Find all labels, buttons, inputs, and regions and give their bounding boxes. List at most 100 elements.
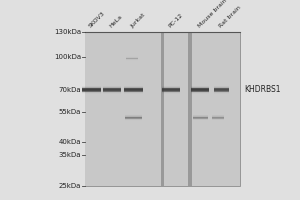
Bar <box>124 88 143 89</box>
Bar <box>212 119 224 120</box>
Bar <box>103 89 122 90</box>
Bar <box>162 85 180 86</box>
Text: 35kDa: 35kDa <box>59 152 81 158</box>
Bar <box>103 91 122 92</box>
Bar <box>124 85 143 86</box>
Bar <box>82 87 101 88</box>
Text: Mouse brain: Mouse brain <box>197 0 228 29</box>
Bar <box>191 85 209 86</box>
Bar <box>82 90 101 91</box>
Bar <box>125 121 142 122</box>
Bar <box>125 113 142 114</box>
Text: 40kDa: 40kDa <box>59 139 81 145</box>
Bar <box>124 86 143 87</box>
Bar <box>103 89 122 90</box>
Bar <box>103 84 122 85</box>
Bar <box>162 89 180 90</box>
Bar <box>212 121 224 122</box>
Bar <box>125 115 142 116</box>
Bar <box>214 90 229 91</box>
Bar <box>82 88 101 89</box>
Bar <box>126 61 138 62</box>
Bar <box>124 85 143 86</box>
Bar <box>191 86 209 87</box>
Bar <box>162 92 180 93</box>
Bar <box>82 93 101 94</box>
Bar <box>126 60 138 61</box>
Bar <box>191 88 209 89</box>
Bar <box>103 91 122 92</box>
Bar <box>124 94 143 95</box>
Bar <box>124 93 143 94</box>
Bar <box>103 86 122 87</box>
Bar <box>82 88 101 89</box>
Bar <box>214 91 229 92</box>
Bar <box>103 88 122 89</box>
Bar <box>162 92 180 93</box>
Bar <box>193 116 208 117</box>
Bar <box>191 93 209 94</box>
Bar <box>103 90 122 91</box>
Bar <box>191 90 209 91</box>
Bar <box>126 56 138 57</box>
Bar <box>125 120 142 121</box>
Bar <box>162 85 180 86</box>
Bar <box>162 93 180 94</box>
Text: 100kDa: 100kDa <box>54 54 81 60</box>
Bar <box>124 86 143 87</box>
Bar <box>162 93 180 94</box>
Bar <box>126 57 138 58</box>
Bar <box>125 118 142 119</box>
Bar <box>191 93 209 94</box>
Bar <box>212 115 224 116</box>
Bar <box>162 90 180 91</box>
Bar <box>193 114 208 115</box>
Bar <box>103 93 122 94</box>
Bar <box>214 94 229 95</box>
Bar <box>126 60 138 61</box>
Bar <box>126 55 138 56</box>
Bar <box>191 93 209 94</box>
Bar <box>125 117 142 118</box>
Bar <box>82 91 101 92</box>
Text: 25kDa: 25kDa <box>59 183 81 189</box>
Bar <box>124 92 143 93</box>
Bar <box>82 84 101 85</box>
Bar <box>192 32 240 186</box>
Bar <box>193 120 208 121</box>
Bar <box>124 93 143 94</box>
Bar <box>124 92 143 93</box>
Bar <box>193 113 208 114</box>
Bar <box>214 91 229 92</box>
Bar <box>125 114 142 115</box>
Bar <box>214 85 229 86</box>
Bar <box>214 94 229 95</box>
Bar <box>82 85 101 86</box>
Bar <box>191 89 209 90</box>
Bar <box>103 86 122 87</box>
Bar <box>191 85 209 86</box>
Bar <box>103 91 122 92</box>
Text: SKOV3: SKOV3 <box>88 11 106 29</box>
Bar <box>162 94 180 95</box>
Bar <box>191 90 209 91</box>
Bar <box>82 92 101 93</box>
Bar <box>82 94 101 95</box>
Bar <box>191 84 209 85</box>
Bar <box>214 89 229 90</box>
Bar <box>124 86 143 87</box>
Bar <box>124 87 143 88</box>
Bar <box>162 93 180 94</box>
Bar <box>193 117 208 118</box>
Bar <box>212 118 224 119</box>
Bar <box>82 93 101 94</box>
Bar <box>103 85 122 86</box>
Bar <box>103 90 122 91</box>
Bar <box>212 119 224 120</box>
Bar <box>214 93 229 94</box>
Bar <box>126 58 138 59</box>
Bar <box>82 94 101 95</box>
Bar <box>82 91 101 92</box>
Text: Rat brain: Rat brain <box>218 5 242 29</box>
Bar <box>191 91 209 92</box>
